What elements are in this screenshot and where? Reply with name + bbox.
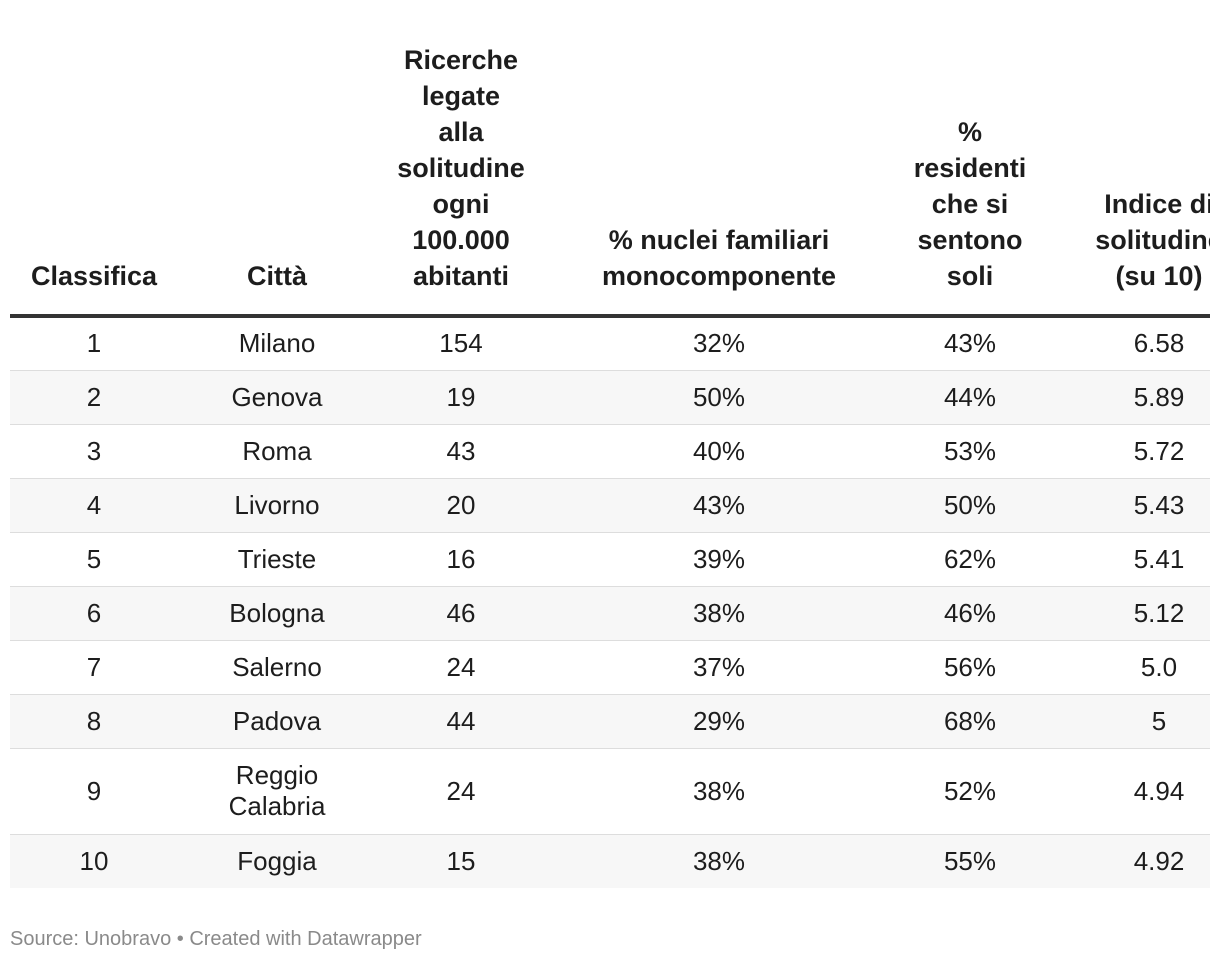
table-row: 5 Trieste 16 39% 62% 5.41 [10, 532, 1210, 587]
cell-households: 50% [546, 370, 892, 425]
header-classifica: Classifica [10, 0, 178, 318]
cell-households: 38% [546, 748, 892, 835]
cell-residents: 62% [892, 532, 1048, 587]
table-row: 3 Roma 43 40% 53% 5.72 [10, 424, 1210, 479]
cell-residents: 68% [892, 694, 1048, 749]
table-row: 6 Bologna 46 38% 46% 5.12 [10, 586, 1210, 641]
cell-rank: 9 [10, 748, 178, 835]
cell-searches: 43 [376, 424, 546, 479]
cell-index: 4.94 [1048, 748, 1210, 835]
cell-city: Salerno [178, 640, 376, 695]
header-ricerche: Ricerche legate alla solitudine ogni 100… [376, 0, 546, 318]
table-row: 10 Foggia 15 38% 55% 4.92 [10, 834, 1210, 888]
cell-residents: 52% [892, 748, 1048, 835]
header-citta: Città [178, 0, 376, 318]
cell-residents: 44% [892, 370, 1048, 425]
table-body: 1 Milano 154 32% 43% 6.58 2 Genova 19 50% 44% 5.89 3… [10, 316, 1210, 888]
header-indice: Indice di solitudine (su 10) [1048, 0, 1210, 318]
cell-households: 40% [546, 424, 892, 479]
cell-index: 5.0 [1048, 640, 1210, 695]
cell-index: 5.12 [1048, 586, 1210, 641]
source-footer: Source: Unobravo • Created with Datawrap… [10, 928, 422, 950]
cell-rank: 4 [10, 478, 178, 533]
cell-city: Foggia [178, 834, 376, 888]
cell-index: 6.58 [1048, 316, 1210, 371]
cell-rank: 5 [10, 532, 178, 587]
cell-searches: 20 [376, 478, 546, 533]
table-header: Classifica Città Ricerche legate alla so… [10, 0, 1210, 318]
cell-searches: 24 [376, 748, 546, 835]
cell-index: 5.89 [1048, 370, 1210, 425]
cell-city: Roma [178, 424, 376, 479]
cell-city: Padova [178, 694, 376, 749]
table-row: 1 Milano 154 32% 43% 6.58 [10, 316, 1210, 371]
cell-city: Reggio Calabria [178, 748, 376, 835]
cell-searches: 154 [376, 316, 546, 371]
cell-index: 5.41 [1048, 532, 1210, 587]
cell-rank: 7 [10, 640, 178, 695]
header-residenti: % residenti che si sentono soli [892, 0, 1048, 318]
cell-searches: 15 [376, 834, 546, 888]
table-row: 7 Salerno 24 37% 56% 5.0 [10, 640, 1210, 695]
cell-residents: 55% [892, 834, 1048, 888]
cell-rank: 6 [10, 586, 178, 641]
cell-searches: 46 [376, 586, 546, 641]
cell-city: Genova [178, 370, 376, 425]
table-row: 4 Livorno 20 43% 50% 5.43 [10, 478, 1210, 533]
cell-residents: 56% [892, 640, 1048, 695]
cell-city: Livorno [178, 478, 376, 533]
cell-households: 32% [546, 316, 892, 371]
cell-searches: 19 [376, 370, 546, 425]
cell-residents: 43% [892, 316, 1048, 371]
cell-residents: 46% [892, 586, 1048, 641]
cell-index: 5.72 [1048, 424, 1210, 479]
cell-rank: 1 [10, 316, 178, 371]
cell-searches: 44 [376, 694, 546, 749]
cell-rank: 8 [10, 694, 178, 749]
cell-index: 4.92 [1048, 834, 1210, 888]
cell-households: 39% [546, 532, 892, 587]
cell-index: 5.43 [1048, 478, 1210, 533]
cell-residents: 50% [892, 478, 1048, 533]
cell-rank: 10 [10, 834, 178, 888]
cell-households: 29% [546, 694, 892, 749]
cell-households: 37% [546, 640, 892, 695]
cell-city: Trieste [178, 532, 376, 587]
header-nuclei: % nuclei familiari monocomponente [546, 0, 892, 318]
cell-households: 43% [546, 478, 892, 533]
ranking-table: Classifica Città Ricerche legate alla so… [10, 0, 1210, 888]
cell-households: 38% [546, 834, 892, 888]
cell-index: 5 [1048, 694, 1210, 749]
cell-rank: 2 [10, 370, 178, 425]
table-row: 2 Genova 19 50% 44% 5.89 [10, 370, 1210, 425]
cell-city: Bologna [178, 586, 376, 641]
table-row: 8 Padova 44 29% 68% 5 [10, 694, 1210, 749]
cell-rank: 3 [10, 424, 178, 479]
cell-searches: 16 [376, 532, 546, 587]
cell-city: Milano [178, 316, 376, 371]
cell-residents: 53% [892, 424, 1048, 479]
cell-searches: 24 [376, 640, 546, 695]
header-row: Classifica Città Ricerche legate alla so… [10, 0, 1210, 318]
table-container: Classifica Città Ricerche legate alla so… [10, 0, 1210, 964]
table-row: 9 Reggio Calabria 24 38% 52% 4.94 [10, 748, 1210, 835]
cell-households: 38% [546, 586, 892, 641]
